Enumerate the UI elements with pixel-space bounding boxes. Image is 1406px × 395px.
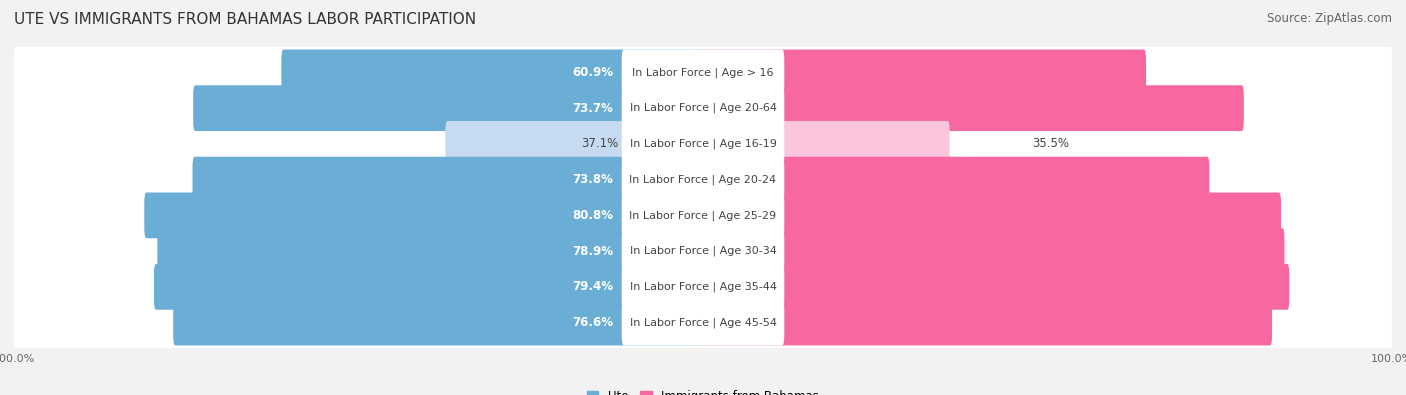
FancyBboxPatch shape <box>621 121 785 167</box>
Text: UTE VS IMMIGRANTS FROM BAHAMAS LABOR PARTICIPATION: UTE VS IMMIGRANTS FROM BAHAMAS LABOR PAR… <box>14 12 477 27</box>
FancyBboxPatch shape <box>702 192 1281 238</box>
Text: In Labor Force | Age 30-34: In Labor Force | Age 30-34 <box>630 246 776 256</box>
Text: 76.6%: 76.6% <box>572 316 613 329</box>
FancyBboxPatch shape <box>621 264 785 310</box>
FancyBboxPatch shape <box>621 192 785 238</box>
FancyBboxPatch shape <box>193 85 704 131</box>
FancyBboxPatch shape <box>14 288 1392 357</box>
FancyBboxPatch shape <box>14 109 1392 178</box>
Legend: Ute, Immigrants from Bahamas: Ute, Immigrants from Bahamas <box>582 385 824 395</box>
FancyBboxPatch shape <box>621 49 785 95</box>
FancyBboxPatch shape <box>145 192 704 238</box>
FancyBboxPatch shape <box>702 264 1289 310</box>
FancyBboxPatch shape <box>702 49 1146 95</box>
FancyBboxPatch shape <box>153 264 704 310</box>
Text: In Labor Force | Age > 16: In Labor Force | Age > 16 <box>633 67 773 78</box>
Text: 84.8%: 84.8% <box>1315 280 1357 293</box>
Text: 60.9%: 60.9% <box>572 66 613 79</box>
Text: 78.9%: 78.9% <box>572 245 613 258</box>
FancyBboxPatch shape <box>173 300 704 346</box>
Text: In Labor Force | Age 45-54: In Labor Force | Age 45-54 <box>630 317 776 328</box>
FancyBboxPatch shape <box>702 300 1272 346</box>
Text: 84.1%: 84.1% <box>1310 245 1351 258</box>
FancyBboxPatch shape <box>702 85 1244 131</box>
Text: 83.6%: 83.6% <box>1306 209 1348 222</box>
FancyBboxPatch shape <box>14 145 1392 214</box>
FancyBboxPatch shape <box>621 300 785 346</box>
Text: 37.1%: 37.1% <box>581 137 619 150</box>
Text: 80.8%: 80.8% <box>572 209 613 222</box>
Text: In Labor Force | Age 35-44: In Labor Force | Age 35-44 <box>630 282 776 292</box>
Text: In Labor Force | Age 16-19: In Labor Force | Age 16-19 <box>630 139 776 149</box>
Text: 73.7%: 73.7% <box>572 102 613 115</box>
FancyBboxPatch shape <box>621 157 785 203</box>
FancyBboxPatch shape <box>157 228 704 274</box>
Text: 64.0%: 64.0% <box>1171 66 1213 79</box>
FancyBboxPatch shape <box>446 121 704 167</box>
Text: In Labor Force | Age 20-64: In Labor Force | Age 20-64 <box>630 103 776 113</box>
Text: 35.5%: 35.5% <box>1032 137 1070 150</box>
Text: 73.2%: 73.2% <box>1236 173 1277 186</box>
FancyBboxPatch shape <box>14 181 1392 250</box>
FancyBboxPatch shape <box>702 121 949 167</box>
FancyBboxPatch shape <box>621 85 785 131</box>
FancyBboxPatch shape <box>14 74 1392 143</box>
Text: 73.8%: 73.8% <box>572 173 613 186</box>
Text: Source: ZipAtlas.com: Source: ZipAtlas.com <box>1267 12 1392 25</box>
FancyBboxPatch shape <box>14 38 1392 107</box>
FancyBboxPatch shape <box>14 217 1392 286</box>
FancyBboxPatch shape <box>702 157 1209 203</box>
FancyBboxPatch shape <box>193 157 704 203</box>
FancyBboxPatch shape <box>14 252 1392 321</box>
Text: In Labor Force | Age 25-29: In Labor Force | Age 25-29 <box>630 210 776 221</box>
Text: 78.2%: 78.2% <box>1270 102 1310 115</box>
FancyBboxPatch shape <box>702 228 1285 274</box>
FancyBboxPatch shape <box>281 49 704 95</box>
Text: 79.4%: 79.4% <box>572 280 613 293</box>
FancyBboxPatch shape <box>621 228 785 274</box>
Text: In Labor Force | Age 20-24: In Labor Force | Age 20-24 <box>630 174 776 185</box>
Text: 82.3%: 82.3% <box>1298 316 1339 329</box>
